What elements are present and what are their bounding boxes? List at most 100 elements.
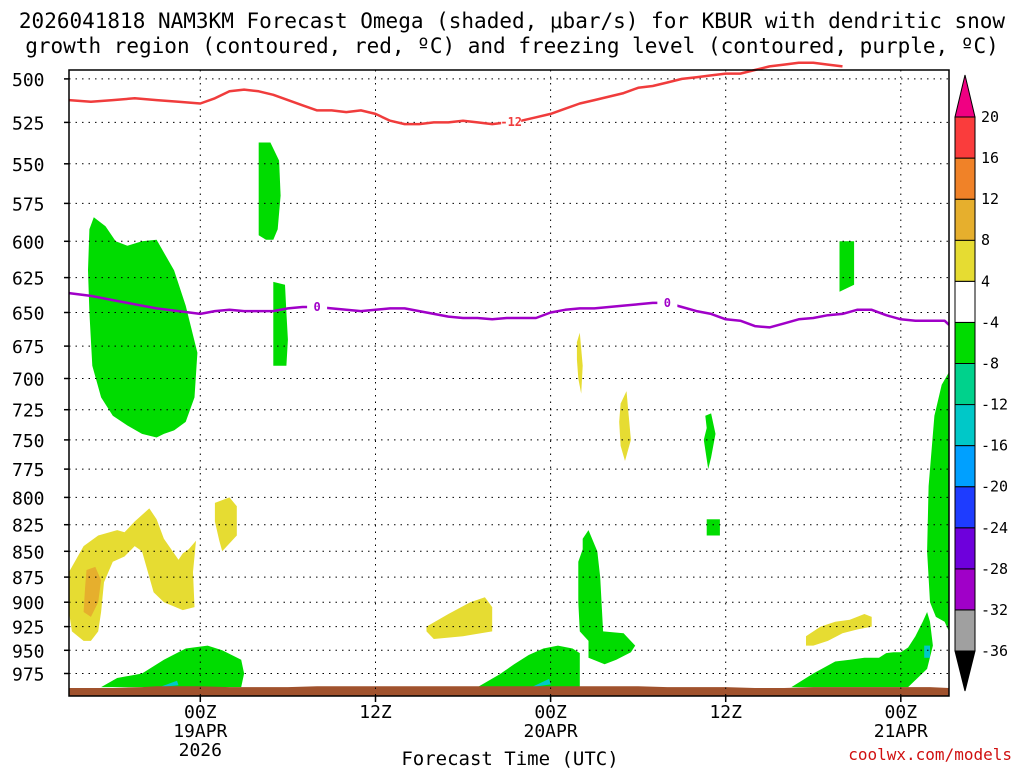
y-tick-label: 625 <box>12 269 45 290</box>
contour-label-bg <box>307 300 328 314</box>
contour-label: -12 <box>500 115 522 129</box>
y-tick-label: 875 <box>12 568 45 589</box>
y-tick-label: 925 <box>12 618 45 639</box>
colorbar-cell <box>954 116 976 159</box>
y-tick-label: 825 <box>12 516 45 537</box>
omega-region <box>273 281 288 366</box>
colorbar-cell <box>954 321 976 364</box>
omega-region <box>258 142 281 240</box>
colorbar-cell <box>954 363 976 406</box>
y-tick-label: 550 <box>12 155 45 176</box>
colorbar-label: 20 <box>981 108 999 126</box>
y-tick-label: 700 <box>12 370 45 391</box>
colorbar-cell <box>954 239 976 282</box>
omega-region <box>619 391 631 461</box>
omega-region <box>924 645 930 658</box>
colorbar-cell <box>954 157 976 200</box>
y-tick-label: 675 <box>12 337 45 358</box>
contour-label-bg <box>501 114 522 128</box>
x-tick-date: 20APR <box>524 721 578 742</box>
omega-shading <box>69 142 949 688</box>
y-tick-label: 525 <box>12 113 45 134</box>
temperature-contours: -12 0 0 <box>68 61 950 329</box>
x-tick-date: 19APR <box>173 721 227 742</box>
terrain <box>69 686 949 696</box>
colorbar-cell <box>954 198 976 241</box>
contour-line <box>68 291 950 329</box>
omega-region <box>806 614 872 646</box>
colorbar-cell <box>954 445 976 488</box>
credit-text: coolwx.com/models <box>848 745 1012 764</box>
colorbar-cell <box>954 568 976 611</box>
colorbar: -36 -32 -28 -24 -20 -16 -12 -8 -4 4 8 12 16 20 <box>954 74 1008 692</box>
x-tick-label: 12Z <box>709 702 742 723</box>
plot-background <box>69 70 949 696</box>
contour-label-bg <box>657 295 678 309</box>
omega-region <box>839 241 855 292</box>
colorbar-label: -20 <box>981 478 1008 496</box>
colorbar-cell <box>954 527 976 570</box>
omega-region <box>88 217 198 438</box>
colorbar-cell <box>954 486 976 529</box>
colorbar-label: -4 <box>981 313 999 331</box>
chart-title-line2: growth region (contoured, red, ºC) and f… <box>25 34 999 58</box>
y-tick-label: 750 <box>12 431 45 452</box>
colorbar-cell <box>954 280 976 323</box>
omega-region <box>578 530 636 665</box>
omega-region <box>477 645 580 688</box>
y-tick-label: 950 <box>12 641 45 662</box>
colorbar-label: -32 <box>981 601 1008 619</box>
x-axis-title: Forecast Time (UTC) <box>401 748 618 768</box>
colorbar-label: 12 <box>981 190 999 208</box>
omega-region <box>101 645 245 688</box>
y-tick-label: 575 <box>12 194 45 215</box>
plot-frame <box>68 69 950 697</box>
y-tick-label: 900 <box>12 593 45 614</box>
omega-region <box>703 413 716 470</box>
y-tick-label: 850 <box>12 542 45 563</box>
colorbar-label: -12 <box>981 396 1008 414</box>
y-axis: 500 525 550 575 600 625 650 675 700 725 750 775 800 8… <box>12 70 69 686</box>
x-tick-label: 00Z <box>184 702 217 723</box>
y-tick-label: 800 <box>12 488 45 509</box>
omega-region <box>531 678 551 688</box>
contour-label: 0 <box>664 296 671 310</box>
plot-area: -12 0 0 <box>68 61 950 697</box>
colorbar-cell <box>954 609 976 652</box>
x-tick-label: 00Z <box>885 702 918 723</box>
y-tick-label: 975 <box>12 665 45 686</box>
colorbar-label: -8 <box>981 355 999 373</box>
omega-region <box>706 519 720 536</box>
colorbar-cell <box>954 650 976 692</box>
colorbar-label: -36 <box>981 642 1008 660</box>
colorbar-cell <box>954 74 976 118</box>
y-tick-label: 600 <box>12 232 45 253</box>
y-tick-label: 775 <box>12 460 45 481</box>
contour-label: 0 <box>313 300 320 314</box>
y-tick-label: 650 <box>12 304 45 325</box>
y-tick-label: 725 <box>12 401 45 422</box>
omega-region <box>69 508 196 641</box>
chart-title-line1: 2026041818 NAM3KM Forecast Omega (shaded… <box>19 9 1006 33</box>
x-tick-year: 2026 <box>179 740 222 761</box>
colorbar-label: -24 <box>981 519 1008 537</box>
omega-region <box>927 372 949 632</box>
colorbar-label: -16 <box>981 437 1008 455</box>
omega-region <box>791 612 933 688</box>
terrain-fill <box>69 686 949 696</box>
y-tick-label: 500 <box>12 70 45 91</box>
omega-region <box>426 597 493 639</box>
colorbar-label: 16 <box>981 149 999 167</box>
omega-region <box>83 566 102 617</box>
contour-line <box>68 61 843 126</box>
omega-region <box>576 332 583 394</box>
x-tick-label: 12Z <box>359 702 392 723</box>
colorbar-label: 8 <box>981 231 990 249</box>
colorbar-label: -28 <box>981 560 1008 578</box>
colorbar-label: 4 <box>981 272 990 290</box>
colorbar-cell <box>954 404 976 447</box>
grid <box>69 70 949 696</box>
x-tick-label: 00Z <box>534 702 567 723</box>
